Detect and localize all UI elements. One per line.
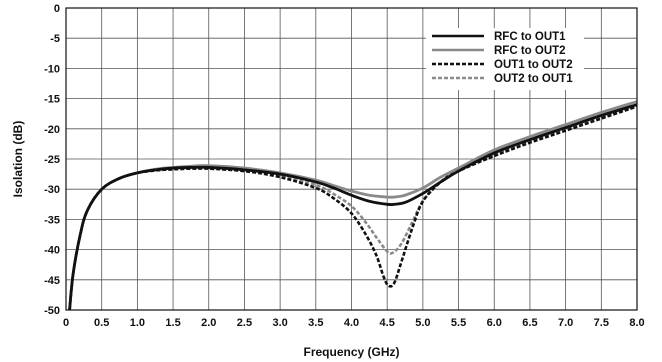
y-tick-label: -35: [44, 214, 60, 226]
y-tick-label: -5: [50, 33, 60, 45]
x-tick-label: 6.5: [522, 317, 537, 329]
series-layer: [68, 100, 638, 311]
y-tick-label: -15: [44, 94, 60, 106]
x-tick-label: 4.0: [344, 317, 359, 329]
y-axis-label: Isolation (dB): [11, 121, 25, 198]
y-tick-label: -40: [44, 245, 60, 257]
x-tick-label: 7.0: [558, 317, 573, 329]
y-tick-label: -10: [44, 63, 60, 75]
legend-label: OUT2 to OUT1: [494, 73, 573, 85]
y-tick-label: -45: [44, 275, 60, 287]
x-tick-label: 5.0: [415, 317, 430, 329]
x-tick-label: 0: [63, 317, 69, 329]
y-tick-label: -30: [44, 184, 60, 196]
x-tick-label: 5.5: [451, 317, 466, 329]
y-tick-label: 0: [54, 3, 60, 15]
y-tick-label: -50: [44, 305, 60, 317]
x-tick-label: 1.5: [165, 317, 180, 329]
x-tick-label: 3.5: [308, 317, 323, 329]
x-axis-label: Frequency (GHz): [303, 345, 399, 359]
x-tick-label: 7.5: [594, 317, 609, 329]
legend-label: RFC to OUT1: [494, 31, 566, 43]
x-tick-label: 6.0: [487, 317, 502, 329]
x-tick-label: 4.5: [380, 317, 395, 329]
tick-labels: 0 0.5 1.0 1.5 2.0 2.5 3.0 3.5 4.0 4.5 5.0 5.5 6.0 6.5…: [44, 3, 645, 329]
x-tick-label: 2.0: [201, 317, 216, 329]
x-tick-label: 8.0: [629, 317, 644, 329]
series-line-rfc-to-out1: [68, 103, 638, 311]
x-tick-label: 2.5: [237, 317, 252, 329]
x-tick-label: 0.5: [94, 317, 109, 329]
legend-background: [426, 28, 584, 90]
x-tick-label: 1.0: [130, 317, 145, 329]
legend: RFC to OUT1 RFC to OUT2 OUT1 to OUT2 OUT2 t…: [426, 28, 584, 90]
legend-label: OUT1 to OUT2: [494, 59, 573, 71]
legend-label: RFC to OUT2: [494, 45, 566, 57]
plot-frame: [65, 7, 638, 311]
y-tick-label: -20: [44, 124, 60, 136]
y-tick-label: -25: [44, 154, 60, 166]
x-tick-label: 3.0: [272, 317, 287, 329]
